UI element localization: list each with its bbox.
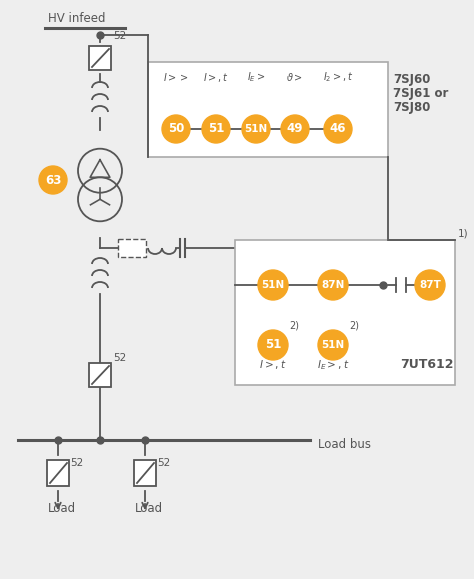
Text: 52: 52 (157, 458, 170, 468)
Bar (89, 46, 111, 70)
Bar (148, 62, 388, 157)
Text: 52: 52 (113, 31, 126, 41)
Text: 51: 51 (265, 339, 281, 351)
Text: 2): 2) (289, 321, 299, 331)
Circle shape (242, 115, 270, 143)
Text: $I_E>, t$: $I_E>, t$ (317, 358, 349, 372)
Bar (47, 460, 69, 486)
Text: 50: 50 (168, 123, 184, 135)
Bar (118, 239, 146, 257)
Text: 1): 1) (458, 228, 469, 238)
Circle shape (258, 270, 288, 300)
Text: 49: 49 (287, 123, 303, 135)
Text: 52: 52 (70, 458, 83, 468)
Text: 51N: 51N (261, 280, 284, 290)
Text: 7SJ61 or: 7SJ61 or (393, 87, 448, 101)
Text: 51: 51 (208, 123, 224, 135)
Text: 7UT612: 7UT612 (400, 358, 454, 372)
Text: $I_2>, t$: $I_2>, t$ (323, 70, 353, 84)
Text: $I>, t$: $I>, t$ (203, 71, 229, 83)
Text: 52: 52 (113, 353, 126, 363)
Circle shape (318, 330, 348, 360)
Text: HV infeed: HV infeed (48, 12, 106, 25)
Text: 87N: 87N (321, 280, 345, 290)
Text: Load bus: Load bus (318, 438, 371, 450)
Text: $I_E>$: $I_E>$ (247, 70, 265, 84)
Circle shape (39, 166, 67, 194)
Circle shape (415, 270, 445, 300)
Bar (235, 240, 455, 385)
Text: 7SJ80: 7SJ80 (393, 101, 430, 115)
Text: Load: Load (135, 502, 163, 515)
Text: 63: 63 (45, 174, 61, 186)
Text: 46: 46 (330, 123, 346, 135)
Text: 7SJ60: 7SJ60 (393, 74, 430, 86)
Text: 87T: 87T (419, 280, 441, 290)
Bar (134, 460, 156, 486)
Text: $I>>$: $I>>$ (163, 71, 189, 83)
Circle shape (324, 115, 352, 143)
Circle shape (318, 270, 348, 300)
Text: $I>, t$: $I>, t$ (259, 358, 287, 371)
Text: $\vartheta>$: $\vartheta>$ (286, 71, 303, 83)
Text: 2): 2) (349, 321, 359, 331)
Text: 51N: 51N (321, 340, 345, 350)
Text: 51N: 51N (245, 124, 268, 134)
Bar (89, 363, 111, 387)
Circle shape (202, 115, 230, 143)
Text: Load: Load (48, 502, 76, 515)
Circle shape (258, 330, 288, 360)
Circle shape (162, 115, 190, 143)
Circle shape (281, 115, 309, 143)
